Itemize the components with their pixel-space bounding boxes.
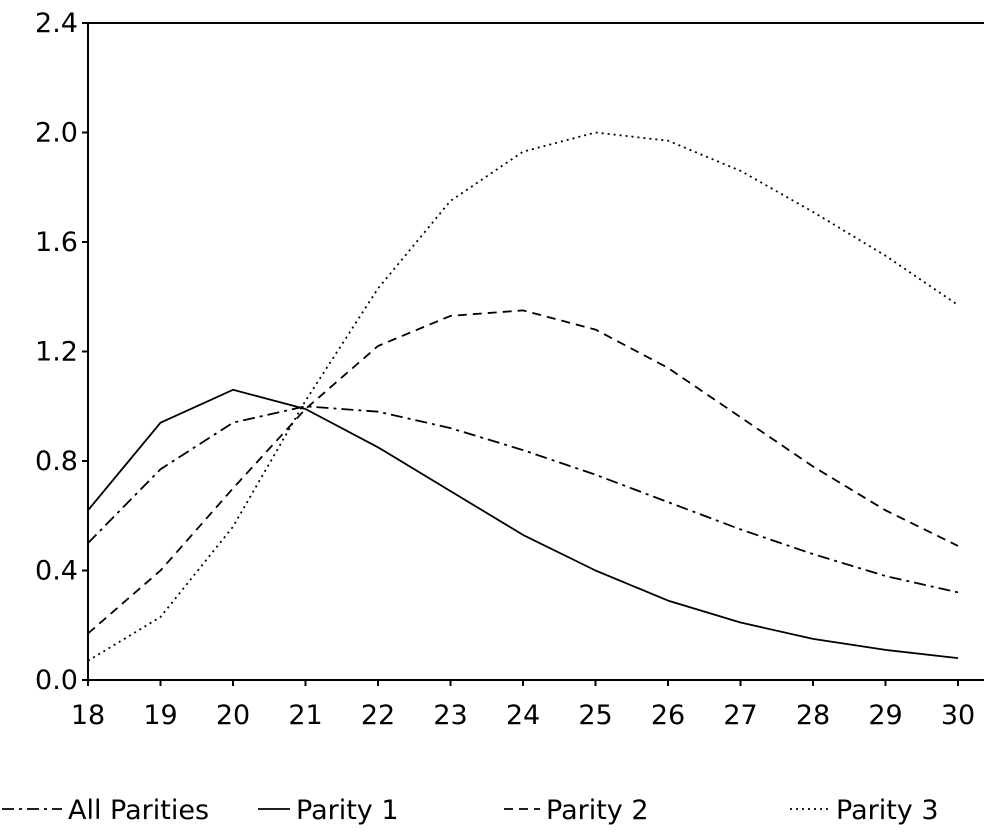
y-tick-label: 2.4 [35,8,78,39]
series-lines [87,131,959,662]
y-tick-label: 1.2 [35,337,78,368]
x-tick-label: 24 [506,700,540,731]
series-line-parity-3 [87,131,959,662]
y-tick-label: 0.0 [35,665,78,696]
x-tick-label: 19 [143,700,177,731]
legend: All Parities Parity 1 Parity 2 Parity 3 [2,795,939,826]
x-tick-label: 30 [941,700,975,731]
series-line-parity-2 [87,309,959,635]
series-line-parity-1 [87,388,959,659]
legend-label: All Parities [68,795,209,826]
x-tick-label: 21 [288,700,322,731]
legend-label: Parity 1 [296,795,399,826]
x-tick-label: 18 [71,700,105,731]
y-tick-label: 0.8 [35,446,78,477]
series-line-all-parities [87,405,959,594]
x-tick-label: 26 [651,700,685,731]
x-tick-label: 20 [216,700,250,731]
y-tick-label: 2.0 [35,118,78,149]
x-tick-label: 23 [433,700,467,731]
x-tick-label: 28 [796,700,830,731]
x-tick-label: 27 [723,700,757,731]
axes [87,22,984,682]
x-tick-label: 29 [868,700,902,731]
legend-label: Parity 2 [546,795,649,826]
legend-label: Parity 3 [836,795,939,826]
y-tick-label: 0.4 [35,556,78,587]
tick-labels: 0.0 0.4 0.8 1.2 1.6 2.0 2.4 18 19 20 21 22 23 24 25 26 2… [35,8,975,731]
x-tick-label: 25 [578,700,612,731]
x-tick-label: 22 [361,700,395,731]
y-tick-label: 1.6 [35,227,78,258]
